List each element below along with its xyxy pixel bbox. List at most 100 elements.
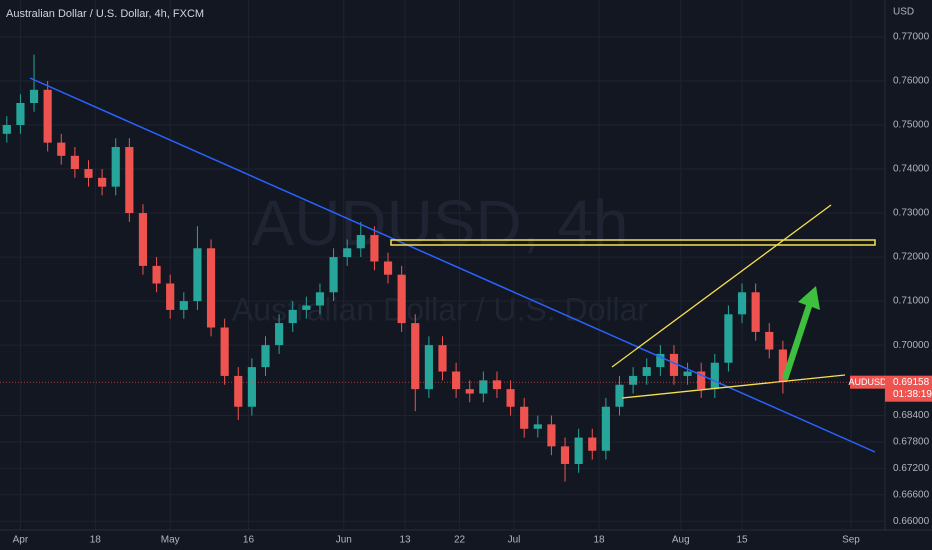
x-tick-label: 13	[399, 535, 411, 546]
candle-body	[234, 375, 243, 407]
resistance-zone	[390, 239, 876, 246]
candle-body	[84, 169, 93, 178]
price-badge	[885, 375, 932, 402]
x-tick-label: 18	[594, 535, 606, 546]
candle-body	[70, 155, 79, 170]
candle-body	[520, 406, 529, 429]
x-tick-label: 22	[454, 535, 466, 546]
candle-body	[710, 362, 719, 390]
x-tick-label: Apr	[13, 535, 29, 546]
y-tick-label: 0.74000	[893, 164, 930, 175]
y-tick-label: 0.76000	[893, 76, 930, 87]
candle-body	[29, 89, 39, 104]
y-tick-label: 0.66600	[893, 489, 930, 500]
y-tick-label: 0.66000	[893, 516, 930, 527]
candle-body	[601, 406, 610, 451]
candle-body	[479, 380, 488, 394]
x-tick-label: Jul	[508, 535, 521, 546]
countdown: 01:38:19	[893, 389, 932, 400]
candle-body	[247, 367, 256, 407]
y-tick-label: 0.67200	[893, 463, 930, 474]
x-tick-label: Jun	[336, 535, 352, 546]
candle-body	[343, 248, 352, 258]
axes: 0.77000 0.76000 0.75000 0.74000 0.73000 0.720…	[13, 32, 930, 546]
y-tick-label: 0.70000	[893, 340, 930, 351]
symbol-label: AUDUSD	[848, 377, 887, 387]
candle-body	[315, 292, 325, 306]
candle-body	[397, 274, 406, 324]
channel-lower	[621, 374, 846, 399]
candle-body	[43, 89, 52, 143]
candle-body	[533, 424, 542, 429]
y-tick-label: 0.71000	[893, 296, 930, 307]
candle-body	[492, 380, 502, 390]
candle-body	[288, 309, 297, 324]
currency: USD	[893, 7, 914, 18]
candle-body	[302, 305, 311, 310]
candles	[2, 54, 787, 482]
x-tick-label: Aug	[672, 535, 690, 546]
y-tick-label: 0.72000	[893, 252, 930, 263]
candle-body	[152, 265, 161, 284]
last-price: AUDUSD 0.69158 01:38:19	[848, 375, 932, 402]
candle-body	[329, 257, 338, 293]
symbol-badge	[850, 375, 885, 389]
candle-body	[724, 314, 733, 363]
x-tick-label: May	[161, 535, 180, 546]
x-tick-label: Sep	[842, 535, 860, 546]
candle-body	[642, 367, 651, 376]
candle-body	[751, 292, 760, 332]
candle-body	[737, 292, 747, 315]
candle-body	[166, 283, 175, 310]
candle-body	[560, 446, 570, 464]
y-tick-label: 0.73000	[893, 208, 930, 219]
candle-body	[57, 142, 66, 156]
candle-body	[411, 323, 420, 390]
candle-body	[683, 371, 692, 376]
grid	[0, 0, 885, 530]
candle-body	[179, 301, 188, 310]
arrow	[782, 286, 820, 380]
candle-body	[111, 147, 120, 187]
candle-body	[138, 213, 148, 266]
x-tick-label: 15	[736, 535, 748, 546]
candle-body	[438, 345, 447, 372]
x-tick-label: 16	[243, 535, 255, 546]
candle-body	[588, 437, 597, 451]
candle-body	[697, 371, 706, 390]
x-tick-label: 18	[90, 535, 102, 546]
candle-body	[2, 125, 11, 134]
candle-body	[615, 384, 624, 407]
candle-body	[206, 248, 216, 328]
candle-body	[98, 177, 107, 187]
candle-body	[356, 235, 365, 249]
candle-body	[465, 389, 474, 394]
candle-body	[778, 349, 787, 383]
candle-body	[629, 375, 638, 385]
candle-body	[383, 261, 393, 275]
channel-upper	[611, 204, 832, 368]
candle-body	[656, 353, 665, 368]
candle-body	[765, 331, 774, 350]
candle-body	[261, 345, 270, 368]
candle-body	[125, 147, 134, 214]
candle-body	[452, 371, 461, 390]
candle-body	[547, 424, 556, 447]
candle-body	[669, 353, 679, 376]
candle-body	[370, 235, 379, 262]
chart-title: Australian Dollar / U.S. Dollar, 4h, FXC…	[6, 8, 204, 20]
trendline	[29, 77, 876, 453]
candle-body	[16, 103, 25, 126]
y-tick-label: 0.75000	[893, 120, 930, 131]
y-tick-label: 0.68400	[893, 410, 930, 421]
y-tick-label: 0.77000	[893, 32, 930, 43]
last-price-label: 0.69158	[893, 377, 930, 388]
y-tick-label: 0.67800	[893, 437, 930, 448]
watermark-symbol: AUDUSD, 4h	[252, 187, 629, 259]
candle-body	[574, 437, 583, 464]
candle-body	[193, 248, 202, 302]
candle-body	[275, 323, 284, 346]
candle-body	[506, 389, 515, 407]
